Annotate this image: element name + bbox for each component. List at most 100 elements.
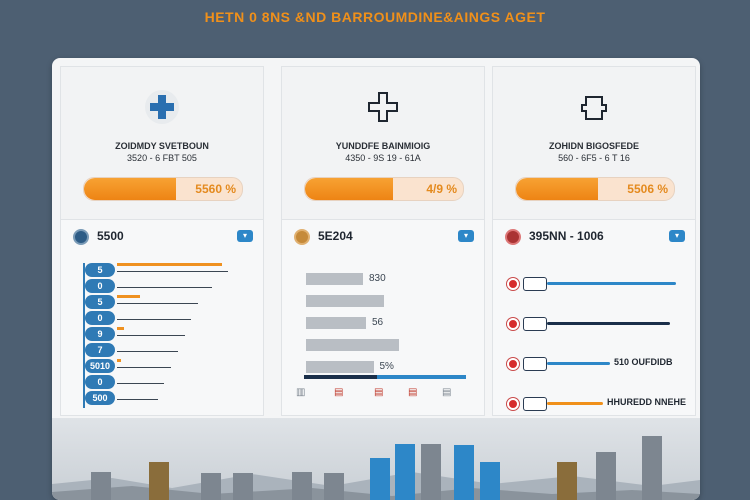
row-bar-orange — [117, 359, 122, 362]
chevron-down-icon[interactable]: ▾ — [458, 230, 474, 242]
strip-bar — [596, 452, 617, 500]
avatar — [294, 229, 310, 245]
timeline-item[interactable] — [507, 275, 691, 293]
timeline-item[interactable]: 510 OUFDIDB — [507, 355, 691, 373]
card-subtitle: 4350 - 9S 19 - 61A — [345, 153, 421, 163]
card-header: ZOIDMDY SVETBOUN 3520 - 6 FBT 505 5560 % — [61, 67, 263, 220]
row-bar-orange — [117, 327, 124, 330]
bar — [306, 361, 374, 373]
card-header: YUNDDFE BAINMIOIG 4350 - 9S 19 - 61A 4/9… — [282, 67, 484, 220]
row-label: 0 — [85, 375, 115, 389]
timeline-line — [547, 402, 603, 405]
card-header: ZOHIDN BIGOSFEDE 560 - 6F5 - 6 T 16 5506… — [493, 67, 695, 220]
row-bar-line — [117, 367, 171, 368]
page-title: HETN 0 8NS &ND BARROUMDINE&AINGS AGET — [204, 9, 546, 25]
chart-icon: ▤ — [442, 387, 452, 398]
bar — [306, 295, 384, 307]
item-tag — [523, 317, 547, 331]
card-subtitle: 3520 - 6 FBT 505 — [127, 153, 197, 163]
timeline-line — [547, 282, 676, 285]
status-dot — [507, 318, 519, 330]
row-label: 5 — [85, 263, 115, 277]
row-bar-orange — [117, 263, 223, 266]
strip-bar — [395, 444, 416, 500]
medical-cross-icon — [145, 90, 179, 124]
timeline-label: 510 OUFDIDB — [614, 357, 673, 367]
card-name: ZOIDMDY SVETBOUN — [115, 141, 209, 151]
item-tag — [523, 277, 547, 291]
list-item[interactable]: 500 — [85, 391, 255, 405]
status-dot — [507, 358, 519, 370]
progress-label: 5560 % — [195, 182, 236, 196]
progress-bar: 5560 % — [83, 177, 243, 201]
section-value: 5500 — [97, 229, 124, 243]
row-bar-line — [117, 303, 198, 304]
chart-icon: ▤ — [374, 387, 384, 398]
section-header: 5500 ▾ — [61, 225, 263, 249]
bar-label: 56 — [372, 317, 384, 328]
row-bar-line — [117, 335, 185, 336]
progress-fill — [516, 178, 599, 200]
strip-bar — [90, 472, 111, 500]
row-label: 0 — [85, 279, 115, 293]
list-item[interactable]: 7 — [85, 343, 255, 357]
section-value: 5E204 — [318, 229, 353, 243]
progress-bar: 5506 % — [515, 177, 675, 201]
strip-bar — [641, 435, 662, 500]
card-subtitle: 560 - 6F5 - 6 T 16 — [558, 153, 630, 163]
dashboard-panel: ZOIDMDY SVETBOUN 3520 - 6 FBT 505 5560 %… — [52, 58, 700, 500]
timeline-item[interactable]: HHUREDD NNEHE — [507, 395, 691, 413]
card-3[interactable]: ZOHIDN BIGOSFEDE 560 - 6F5 - 6 T 16 5506… — [492, 66, 696, 416]
list-item[interactable]: 5010 — [85, 359, 255, 373]
row-label: 0 — [85, 311, 115, 325]
strip-bar — [149, 461, 170, 500]
chart-icon: ▤ — [408, 387, 418, 398]
chevron-down-icon[interactable]: ▾ — [237, 230, 253, 242]
bar — [306, 317, 366, 329]
row-label: 500 — [85, 391, 115, 405]
bar — [306, 339, 399, 351]
bar-label: 5% — [379, 361, 394, 372]
strip-bar — [479, 461, 500, 500]
progress-label: 5506 % — [627, 182, 668, 196]
timeline-line — [547, 362, 610, 365]
timeline-axis — [83, 263, 85, 408]
list-item[interactable]: 0 — [85, 311, 255, 325]
row-bar-line — [117, 383, 165, 384]
strip-bar — [233, 473, 254, 500]
summary-strip — [52, 418, 700, 500]
list-item[interactable]: 5 — [85, 263, 255, 277]
progress-label: 4/9 % — [426, 182, 457, 196]
plus-outline-icon — [368, 92, 398, 122]
chevron-down-icon[interactable]: ▾ — [669, 230, 685, 242]
strip-bar — [453, 445, 474, 500]
row-bar-line — [117, 287, 212, 288]
bar-label: 830 — [369, 273, 386, 284]
card-name: YUNDDFE BAINMIOIG — [335, 141, 431, 151]
strip-bar — [421, 444, 442, 500]
timeline-line — [547, 322, 671, 325]
card-1[interactable]: ZOIDMDY SVETBOUN 3520 - 6 FBT 505 5560 %… — [60, 66, 264, 416]
strip-bar — [201, 473, 222, 500]
timeline-item[interactable] — [507, 315, 691, 333]
list-item[interactable]: 0 — [85, 279, 255, 293]
building-icon: ▥ — [296, 387, 306, 398]
strip-bar — [557, 461, 578, 500]
progress-bar: 4/9 % — [304, 177, 464, 201]
list-item[interactable]: 9 — [85, 327, 255, 341]
list-item[interactable]: 5 — [85, 295, 255, 309]
row-label: 9 — [85, 327, 115, 341]
row-label: 5010 — [85, 359, 115, 373]
row-bar-line — [117, 271, 228, 272]
row-label: 7 — [85, 343, 115, 357]
item-tag — [523, 357, 547, 371]
row-bar-line — [117, 319, 192, 320]
avatar — [73, 229, 89, 245]
list-item[interactable]: 0 — [85, 375, 255, 389]
section-value: 395NN - 1006 — [529, 229, 604, 243]
strip-bar — [369, 458, 390, 500]
status-dot — [507, 398, 519, 410]
card-2[interactable]: YUNDDFE BAINMIOIG 4350 - 9S 19 - 61A 4/9… — [281, 66, 485, 416]
row-bar-line — [117, 399, 158, 400]
row-label: 5 — [85, 295, 115, 309]
